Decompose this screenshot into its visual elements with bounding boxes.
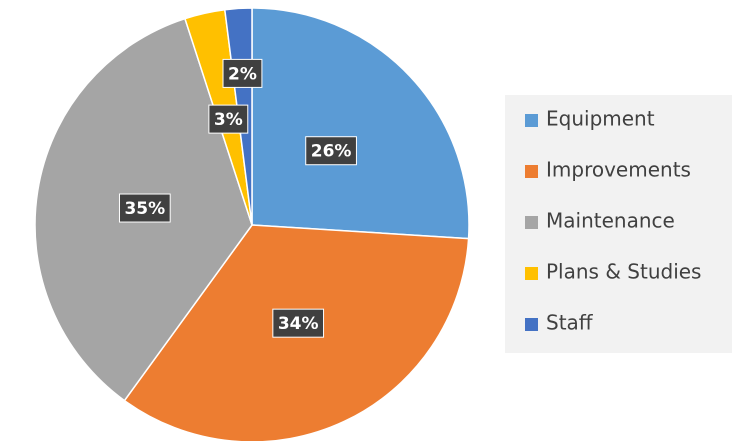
legend-swatch [525, 165, 538, 178]
legend-swatch [525, 318, 538, 331]
data-label: 3% [214, 110, 243, 130]
data-label: 26% [311, 142, 352, 162]
data-label-bg [222, 58, 263, 88]
pie-slice [251, 7, 470, 240]
legend-label: Improvements [546, 158, 691, 182]
data-label-bg [272, 308, 325, 338]
data-label: 2% [228, 64, 257, 84]
legend-label: Maintenance [546, 209, 675, 233]
data-label: 35% [124, 199, 165, 219]
legend-box [505, 95, 732, 353]
data-label-bg [305, 136, 357, 166]
legend-swatch [525, 267, 538, 280]
legend-swatch [525, 114, 538, 127]
data-label: 34% [278, 314, 319, 334]
legend-swatch [525, 216, 538, 229]
legend-label: Plans & Studies [546, 260, 701, 284]
legend-label: Staff [546, 311, 594, 335]
data-label-bg [208, 104, 249, 134]
legend-label: Equipment [546, 107, 655, 131]
data-label-bg [118, 193, 171, 223]
